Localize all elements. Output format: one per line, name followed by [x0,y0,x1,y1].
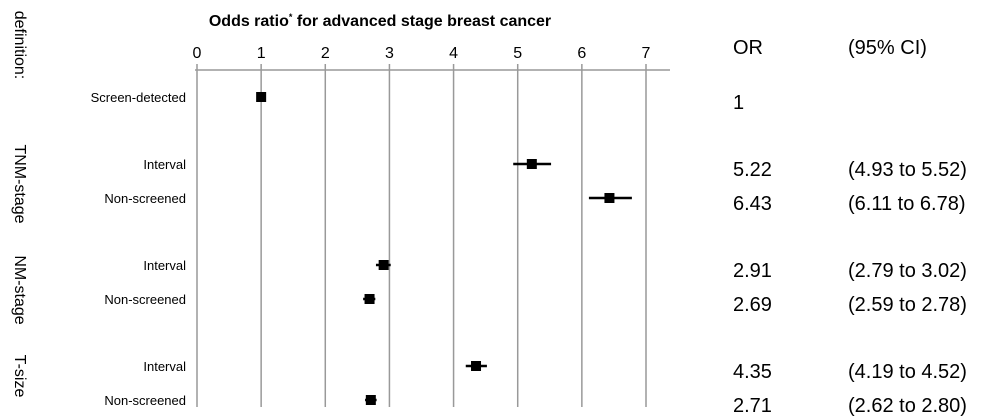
group-label: NM-stage [11,255,28,324]
x-tick-label: 7 [642,45,651,62]
x-tick-label: 6 [577,45,586,62]
or-marker [365,395,376,405]
ci-value: (2.79 to 3.02) [848,260,967,282]
or-value: 2.69 [733,294,772,316]
chart-title: Odds ratio* for advanced stage breast ca… [209,12,551,30]
x-tick-label: 0 [193,45,202,62]
or-value: 4.35 [733,361,772,383]
ci-value: (2.59 to 2.78) [848,294,967,316]
x-tick-label: 3 [385,45,394,62]
ci-value: (4.19 to 4.52) [848,361,967,383]
or-marker [378,260,389,270]
or-value: 1 [733,92,745,114]
x-tick-label: 5 [513,45,522,62]
ci-value: (6.11 to 6.78) [848,193,966,215]
or-value: 2.91 [733,260,772,282]
ci-value: (4.93 to 5.52) [848,159,967,181]
group-label: T-size [11,355,28,398]
x-tick-label: 1 [257,45,266,62]
definition-label: definition: [11,11,28,80]
or-column-header: OR [733,37,763,59]
or-marker [526,159,537,169]
row-label: Non-screened [104,393,186,407]
or-marker [256,92,267,102]
row-label: Interval [143,258,186,273]
ci-column-header: (95% CI) [848,37,927,59]
x-tick-label: 4 [449,45,458,62]
or-marker [604,193,615,203]
row-label: Interval [143,157,186,172]
group-label: TNM-stage [11,144,28,223]
or-marker [364,294,375,304]
forest-plot: Odds ratio* for advanced stage breast ca… [11,11,670,407]
row-label: Non-screened [104,292,186,307]
or-value: 5.22 [733,159,772,181]
row-label: Non-screened [104,191,186,206]
or-value: 6.43 [733,193,772,215]
or-marker [471,361,482,371]
x-tick-label: 2 [321,45,330,62]
row-label: Interval [143,359,186,374]
row-label: Screen-detected [91,90,186,105]
